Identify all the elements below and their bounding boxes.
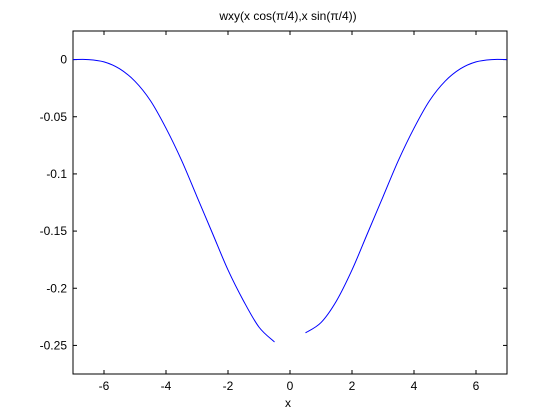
x-tick-label: 6 [473,379,480,393]
y-tick-label: -0.05 [40,110,68,124]
x-tick-label: -2 [223,379,234,393]
series-line [72,58,275,343]
y-tick-label: 0 [60,53,67,67]
series [72,58,508,343]
y-tick-label: -0.25 [40,338,68,352]
x-tick-label: 4 [411,379,418,393]
x-tick-label: 2 [349,379,356,393]
y-tick-label: -0.1 [46,167,67,181]
y-axis: 0 -0.05 -0.1 -0.15 -0.2 -0.25 [40,53,507,352]
series-line [305,58,508,334]
x-tick-label: -4 [161,379,172,393]
y-tick-label: -0.2 [46,281,67,295]
x-tick-label: -6 [99,379,110,393]
plot-area [72,30,508,375]
y-tick-label: -0.15 [40,224,68,238]
x-axis: -6 -4 -2 0 2 4 6 [99,31,480,393]
x-tick-label: 0 [287,379,294,393]
x-axis-label: x [285,396,291,410]
chart-title: wxy(x cos(π/4),x sin(π/4)) [218,9,356,23]
